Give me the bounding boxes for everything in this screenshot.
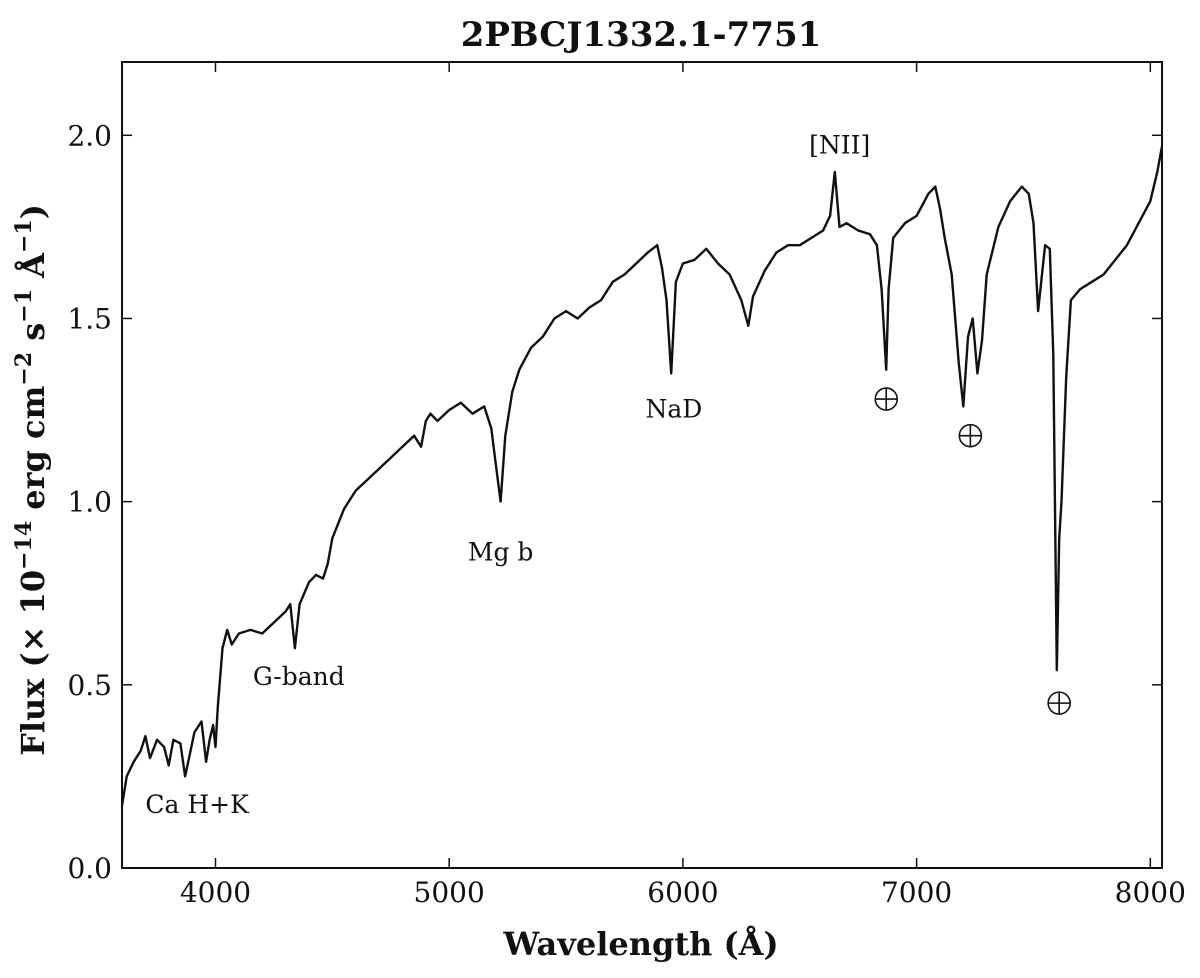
x-tick-label: 7000 — [881, 876, 952, 909]
plot-frame — [121, 61, 1163, 869]
line-annotation: Mg b — [468, 537, 534, 566]
y-axis-label-part: s — [14, 323, 52, 352]
y-tick-label: 2.0 — [67, 119, 112, 152]
axis-tick-labels: 4000 5000 6000 7000 8000 0.0 0.5 1.0 1.5 2.0 — [67, 119, 1185, 909]
spectrum-line — [120, 146, 1164, 806]
y-tick-label: 0.5 — [67, 669, 112, 702]
telluric-earth-icon — [958, 423, 983, 448]
x-axis-label: Wavelength (Å) — [502, 925, 778, 963]
x-tick-label: 6000 — [647, 876, 718, 909]
line-annotation: [NII] — [809, 131, 870, 160]
y-tick-label: 0.0 — [67, 852, 112, 885]
telluric-earth-icon — [1047, 691, 1071, 715]
y-tick-label: 1.0 — [67, 486, 112, 519]
y-axis-label: Flux (× 10−14 erg cm−2 s−1 Å−1) — [11, 204, 52, 756]
telluric-earth-icon — [874, 387, 899, 411]
telluric-markers — [874, 387, 1071, 715]
x-tick-label: 8000 — [1115, 876, 1186, 909]
axis-ticks — [122, 62, 1162, 869]
y-axis-label-part: Å — [14, 252, 52, 289]
y-axis-label-part: Flux (× 10 — [14, 570, 52, 756]
y-axis-label-exp: −2 — [11, 352, 37, 386]
chart-title: 2PBCJ1332.1-7751 — [461, 15, 822, 55]
svg-text:Flux (× 10−14 erg cm−2 s−1 Å−1: Flux (× 10−14 erg cm−2 s−1 Å−1) — [11, 204, 52, 756]
line-annotation: NaD — [646, 394, 703, 423]
line-annotations: Ca H+K G-band Mg b NaD [NII] — [145, 131, 870, 819]
y-axis-label-exp: −1 — [11, 219, 37, 253]
y-axis-label-part: ) — [14, 204, 52, 219]
y-axis-label-exp: −1 — [11, 289, 37, 323]
line-annotation: Ca H+K — [145, 790, 250, 819]
y-axis-label-part: erg cm — [14, 385, 52, 520]
y-tick-label: 1.5 — [67, 302, 112, 335]
x-tick-label: 5000 — [414, 876, 485, 909]
x-tick-label: 4000 — [180, 876, 251, 909]
y-axis-label-exp: −14 — [11, 521, 37, 570]
line-annotation: G-band — [253, 662, 345, 691]
